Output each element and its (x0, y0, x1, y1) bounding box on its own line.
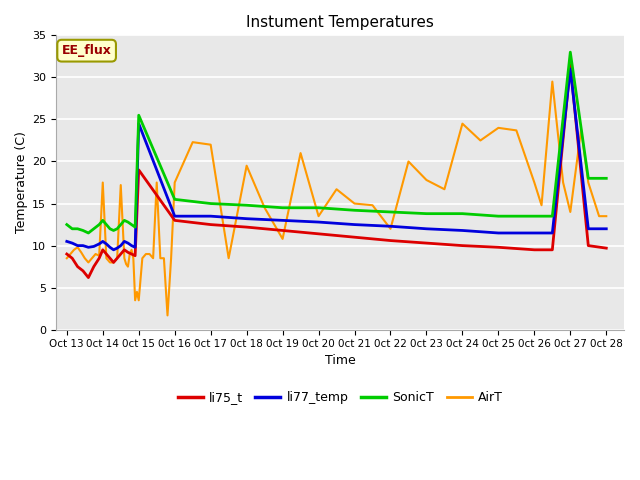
Y-axis label: Temperature (C): Temperature (C) (15, 132, 28, 233)
X-axis label: Time: Time (324, 354, 355, 367)
Text: EE_flux: EE_flux (61, 44, 111, 57)
Title: Instument Temperatures: Instument Temperatures (246, 15, 434, 30)
Legend: li75_t, li77_temp, SonicT, AirT: li75_t, li77_temp, SonicT, AirT (173, 386, 508, 409)
